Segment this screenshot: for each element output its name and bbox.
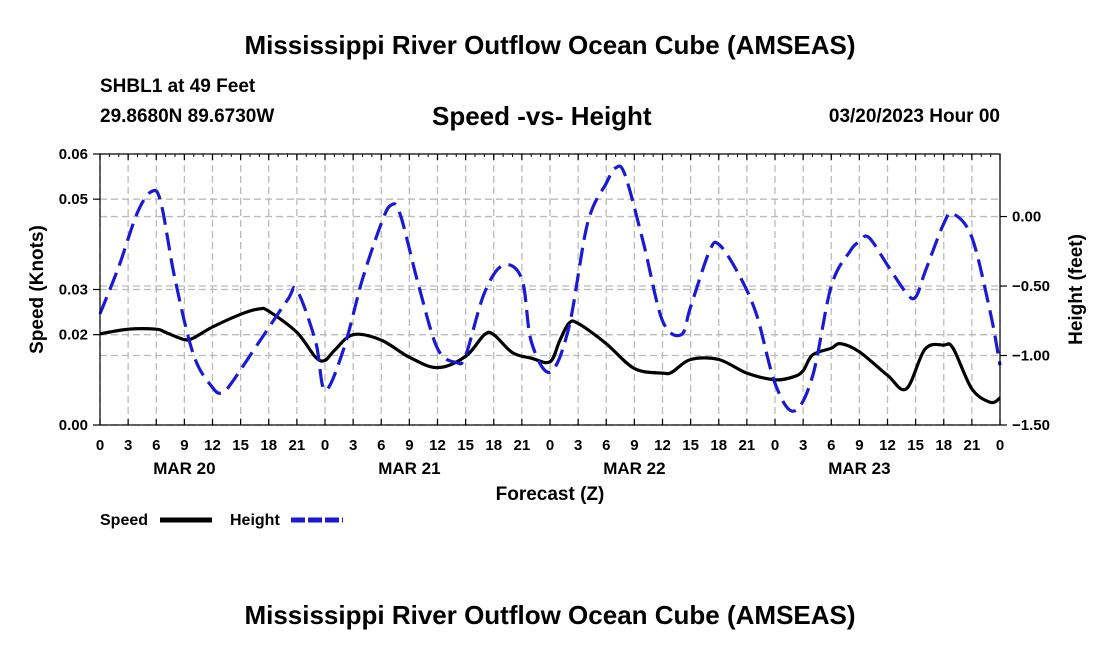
y-tick-label: 0.03 (59, 282, 88, 299)
x-tick-label: 12 (429, 437, 446, 454)
x-tick-label: 0 (321, 437, 329, 454)
x-tick-label: 9 (630, 437, 638, 454)
legend-height-label: Height (230, 512, 280, 529)
x-tick-label: 3 (349, 437, 357, 454)
x-tick-label: 0 (996, 437, 1004, 454)
x-tick-label: 12 (654, 437, 671, 454)
x-tick-label: 9 (405, 437, 413, 454)
grid-lines (99, 153, 1001, 426)
chart-title: Mississippi River Outflow Ocean Cube (AM… (244, 30, 856, 60)
x-tick-label: 12 (879, 437, 896, 454)
series-line-speed (99, 306, 1001, 405)
x-tick-label: 21 (289, 437, 306, 454)
x-tick-label: 18 (485, 437, 502, 454)
y-tick-label: 0.06 (59, 146, 88, 163)
x-tick-label: 9 (855, 437, 863, 454)
chart-subtitle: Speed -vs- Height (432, 101, 652, 131)
x-day-label: MAR 20 (153, 459, 215, 478)
x-tick-label: 21 (514, 437, 531, 454)
x-tick-label: 6 (827, 437, 835, 454)
x-tick-label: 15 (907, 437, 924, 454)
forecast-datetime: 03/20/2023 Hour 00 (828, 106, 1000, 127)
x-tick-label: 0 (546, 437, 554, 454)
x-tick-label: 6 (602, 437, 610, 454)
y2-tick-label: −0.50 (1012, 278, 1050, 295)
x-tick-label: 21 (739, 437, 756, 454)
y-tick-label: 0.05 (59, 191, 88, 208)
legend-speed-label: Speed (100, 512, 148, 529)
y2-axis-label: Height (feet) (1066, 234, 1087, 345)
x-tick-label: 15 (457, 437, 474, 454)
x-tick-label: 6 (377, 437, 385, 454)
y2-tick-label: 0.00 (1012, 209, 1041, 226)
y-axis-label: Speed (Knots) (27, 225, 48, 354)
series-group (98, 164, 1002, 413)
series-line-height (98, 164, 1002, 413)
x-day-label: MAR 21 (378, 459, 440, 478)
x-tick-label: 18 (260, 437, 277, 454)
x-tick-label: 9 (180, 437, 188, 454)
y2-tick-label: −1.00 (1012, 348, 1050, 365)
y-tick-label: 0.00 (59, 417, 88, 434)
x-day-label: MAR 22 (603, 459, 665, 478)
x-tick-label: 18 (935, 437, 952, 454)
x-tick-label: 15 (232, 437, 249, 454)
station-label: SHBL1 at 49 Feet (100, 76, 256, 97)
x-tick-label: 18 (710, 437, 727, 454)
x-tick-label: 6 (152, 437, 160, 454)
x-tick-label: 3 (574, 437, 582, 454)
y2-tick-label: −1.50 (1012, 417, 1050, 434)
bottom-chart-title: Mississippi River Outflow Ocean Cube (AM… (244, 600, 856, 630)
x-day-label: MAR 23 (828, 459, 890, 478)
x-tick-label: 15 (682, 437, 699, 454)
x-tick-label: 0 (96, 437, 104, 454)
x-tick-label: 3 (124, 437, 132, 454)
axes-group: 0 3 6 9 12 15 18 21 0 3 6 9 12 15 18 21 0 3 6 9 12 15 18 21 0 3 6 9… (59, 146, 1050, 478)
x-tick-label: 0 (771, 437, 779, 454)
x-tick-label: 12 (204, 437, 221, 454)
legend: Speed Height (100, 512, 343, 529)
x-axis-label: Forecast (Z) (496, 484, 605, 505)
y-tick-label: 0.02 (59, 327, 88, 344)
x-tick-label: 21 (964, 437, 981, 454)
x-tick-label: 3 (799, 437, 807, 454)
coordinates-label: 29.8680N 89.6730W (100, 106, 275, 127)
